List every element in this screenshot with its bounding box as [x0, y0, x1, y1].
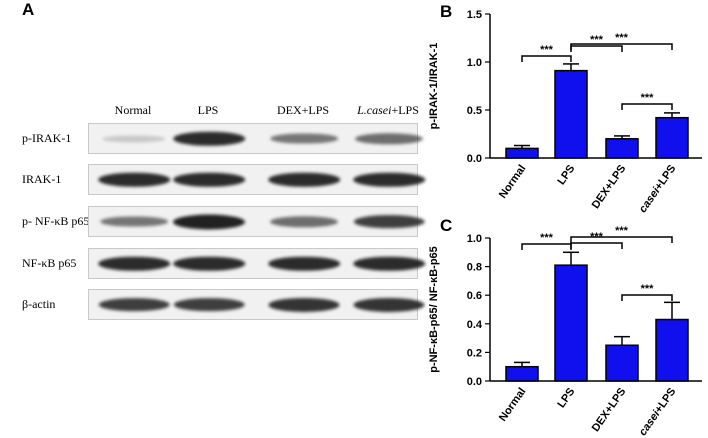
- significance-bracket: [570, 43, 673, 50]
- lane-label-3: L.casei+LPS: [357, 103, 419, 118]
- blot-band: [98, 172, 170, 187]
- x-tick-label: DEX+LPS: [590, 163, 629, 211]
- blot-band: [173, 256, 245, 271]
- blot-band: [98, 297, 170, 312]
- y-tick-label: 0.4: [467, 319, 483, 331]
- blot-row-label: β-actin: [22, 297, 56, 311]
- blot-strip: [88, 164, 425, 195]
- y-tick-label: 0.6: [467, 290, 482, 302]
- blot-band: [102, 134, 166, 143]
- western-blot-panel: Normal LPS DEX+LPS L.casei+LPS p-IRAK-1 IRAK-…: [22, 103, 425, 320]
- significance-bracket: [570, 242, 623, 249]
- significance-bracket: [521, 243, 572, 250]
- x-tick-label-rest: +LPS: [653, 386, 679, 416]
- blot-band: [353, 172, 425, 187]
- significance-bracket: [621, 294, 673, 301]
- bar: [655, 318, 689, 382]
- blot-band: [355, 132, 423, 145]
- blot-band: [173, 172, 245, 187]
- blot-band: [100, 216, 168, 227]
- y-tick-label: 0.5: [467, 105, 482, 117]
- significance-bracket: [570, 45, 623, 52]
- lane-label-1: LPS: [197, 103, 219, 117]
- blot-row-label: p- NF-κB p65: [22, 214, 90, 228]
- significance-label: ***: [615, 225, 629, 237]
- panel-label-b: B: [440, 2, 453, 21]
- blot-band: [173, 214, 245, 229]
- x-tick-label: L. casei+LPS: [630, 386, 679, 438]
- blot-strip: [88, 206, 425, 237]
- blot-band: [173, 131, 245, 146]
- blot-band: [353, 256, 425, 271]
- y-axis-label: p-IRAK-1/IRAK-1: [428, 43, 440, 130]
- x-tick-label-rest: +LPS: [653, 163, 679, 193]
- blot-band: [270, 215, 338, 228]
- y-axis-label: p-NF-κB-p65/ NF-κB-p65: [428, 246, 440, 373]
- y-tick-label: 0.2: [467, 347, 482, 359]
- bar: [505, 365, 539, 382]
- significance-label: ***: [641, 283, 655, 295]
- x-tick-label: LPS: [555, 386, 577, 410]
- significance-bracket: [570, 236, 673, 243]
- bar: [655, 116, 689, 159]
- blot-band: [353, 297, 425, 312]
- lane-label-rest: +LPS: [391, 103, 419, 117]
- bar: [605, 138, 639, 159]
- y-tick-label: 1.5: [467, 9, 482, 21]
- x-tick-label: DEX+LPS: [590, 386, 629, 434]
- blot-band: [268, 172, 340, 187]
- significance-label: ***: [540, 44, 554, 56]
- bar: [605, 344, 639, 382]
- x-tick-label: LPS: [555, 163, 577, 187]
- significance-bracket: [621, 103, 673, 110]
- blot-row-label: IRAK-1: [22, 172, 62, 186]
- blot-row-label: NF-κB p65: [22, 256, 77, 270]
- y-tick-label: 1.0: [467, 233, 482, 245]
- blot-band: [268, 256, 340, 271]
- blot-band: [98, 256, 170, 271]
- y-tick-label: 0.0: [467, 376, 482, 388]
- significance-bracket: [521, 55, 572, 62]
- significance-label: ***: [540, 232, 554, 244]
- x-tick-label: Normal: [497, 386, 529, 424]
- y-tick-label: 1.0: [467, 57, 482, 69]
- y-tick-label: 0.0: [467, 153, 482, 165]
- blot-strip: [88, 289, 425, 320]
- significance-label: ***: [590, 34, 604, 46]
- lane-label-italic: L.casei: [357, 103, 392, 117]
- blot-band: [353, 214, 425, 229]
- panel-label-a: A: [22, 0, 35, 19]
- lane-label-0: Normal: [114, 103, 152, 117]
- chart-p-irak1-ratio: 0.0 0.5 1.0 1.5 p-IRAK-1/IRAK-1 Normal LPS DEX+…: [428, 9, 702, 216]
- lane-label-2: DEX+LPS: [276, 103, 330, 117]
- panel-label-c: C: [440, 216, 453, 235]
- significance-label: ***: [615, 32, 629, 44]
- blot-strip: [88, 248, 425, 279]
- blot-band: [268, 297, 340, 312]
- blot-band: [270, 133, 338, 144]
- blot-band: [173, 297, 245, 312]
- blot-strip: [88, 123, 423, 154]
- blot-row-label: p-IRAK-1: [22, 131, 72, 145]
- x-tick-label: L. casei+LPS: [630, 163, 679, 216]
- bar: [554, 264, 588, 382]
- bar: [505, 147, 539, 159]
- x-tick-label: Normal: [497, 163, 529, 201]
- significance-label: ***: [641, 92, 655, 104]
- bar: [554, 69, 588, 159]
- y-tick-label: 0.8: [467, 262, 482, 274]
- chart-p-nfkb-p65-ratio: 0.0 0.2 0.4 0.6 0.8 1.0 p-NF-κB-p65/ NF-κB-p65…: [428, 225, 702, 438]
